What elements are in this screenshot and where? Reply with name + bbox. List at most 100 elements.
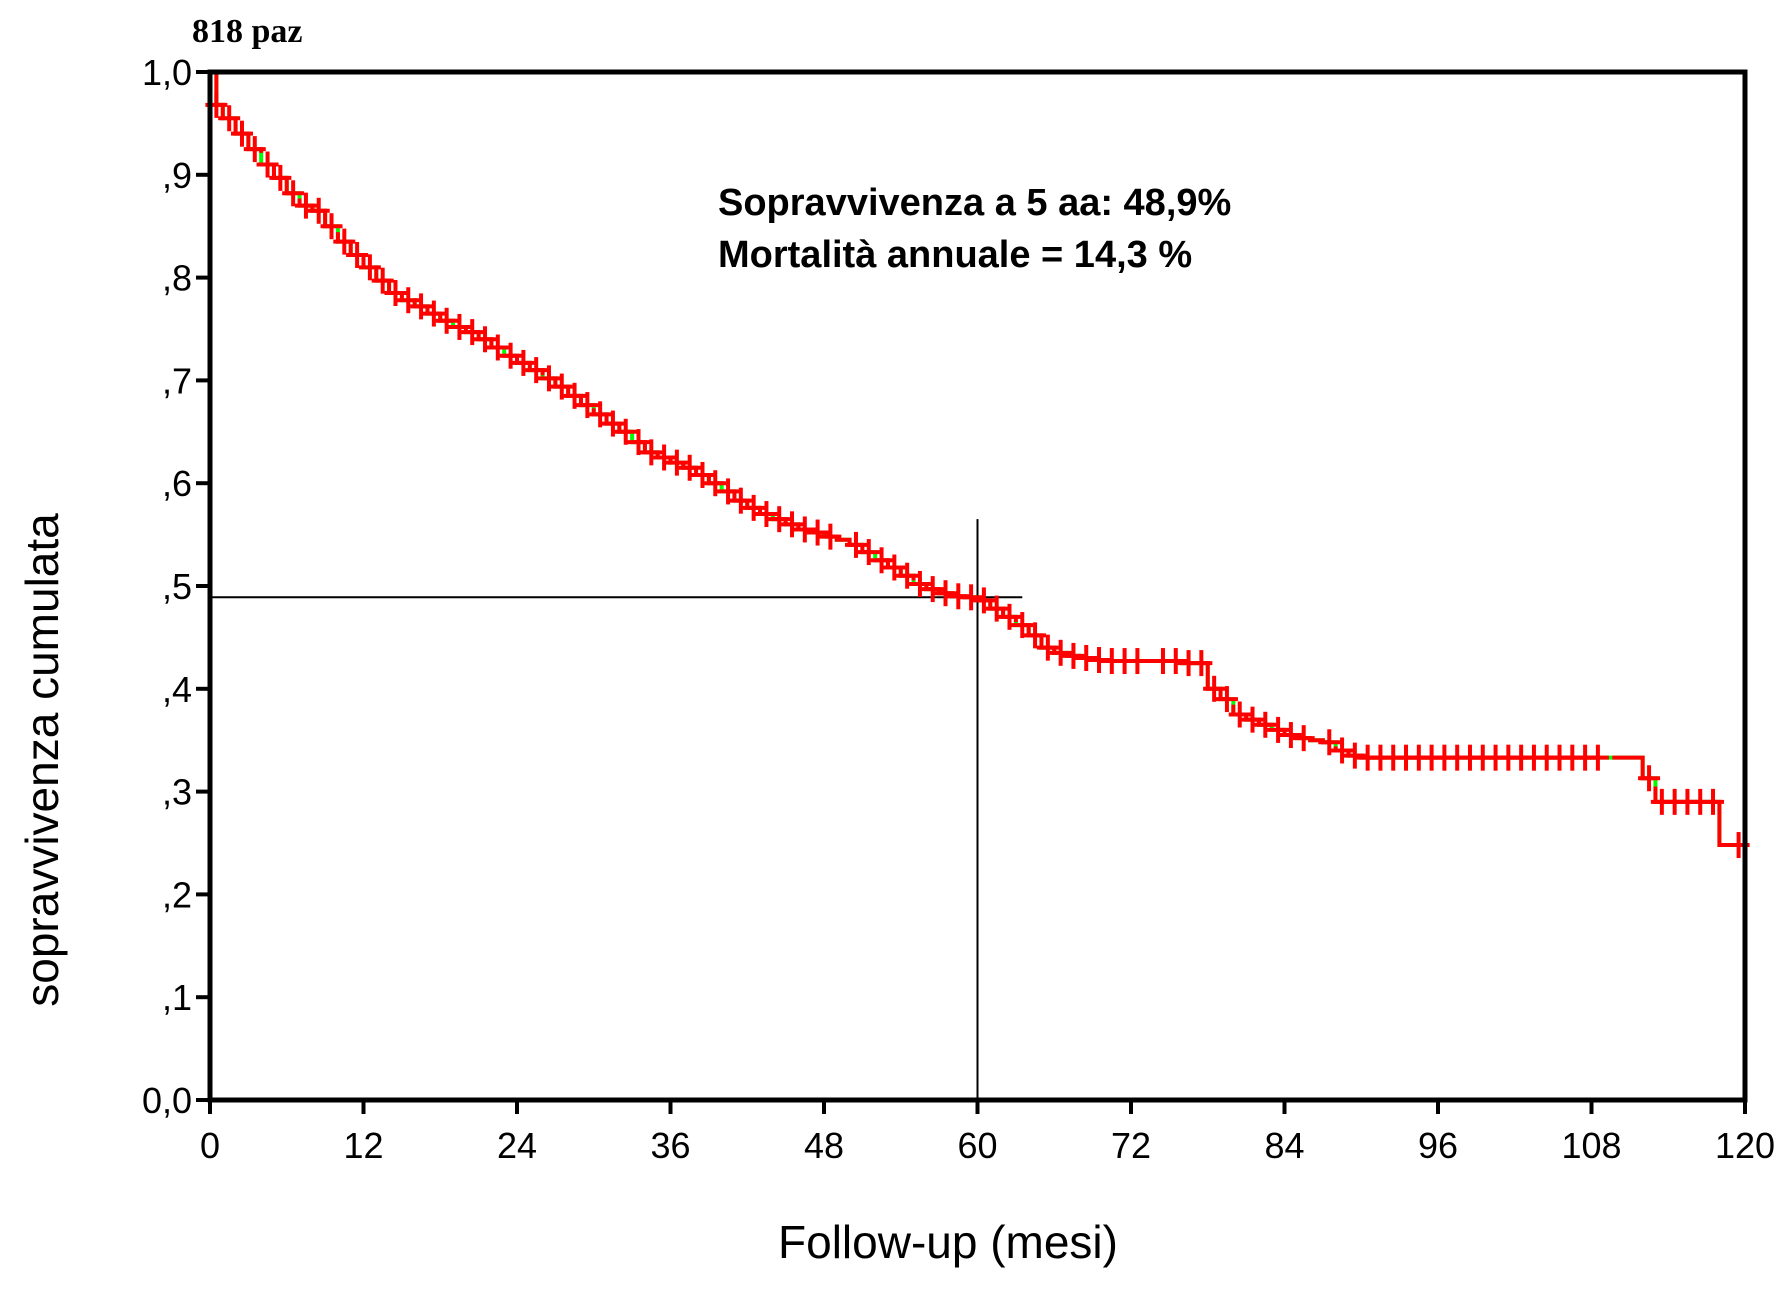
y-axis: 0,0 ,1 ,2 ,3 ,4 ,5 ,6 ,7 ,8 ,9 1,0 — [142, 52, 210, 1121]
censor-mark — [333, 228, 356, 255]
censor-mark — [537, 365, 560, 392]
censor-mark — [269, 164, 292, 191]
censor-mark — [793, 516, 816, 543]
censor-mark — [998, 603, 1021, 630]
censor-mark — [563, 382, 586, 409]
censor-mark — [972, 587, 995, 614]
y-tick-label: ,9 — [162, 155, 192, 196]
censor-mark — [358, 254, 381, 281]
x-tick-label: 120 — [1715, 1125, 1775, 1166]
censor-mark — [243, 136, 266, 163]
censor-mark — [742, 494, 765, 521]
censor-mark — [704, 470, 727, 497]
x-tick-label: 108 — [1561, 1125, 1621, 1166]
censor-mark — [499, 342, 522, 369]
censor-mark — [921, 576, 944, 603]
censor-mark — [857, 539, 880, 566]
censor-mark — [320, 213, 343, 240]
y-tick-label: ,6 — [162, 463, 192, 504]
censor-mark — [1036, 634, 1059, 661]
censor-mark — [1267, 716, 1290, 743]
censor-marks — [205, 91, 1750, 859]
censor-mark — [1586, 744, 1609, 771]
censor-mark — [1702, 788, 1725, 815]
censor-mark — [601, 410, 624, 437]
censor-mark — [346, 241, 369, 268]
censor-mark — [397, 287, 420, 314]
censor-mark — [1254, 711, 1277, 738]
x-axis: 0 12 24 36 48 60 72 84 96 108 120 — [200, 1100, 1775, 1166]
x-tick-label: 72 — [1111, 1125, 1151, 1166]
censor-mark — [896, 562, 919, 589]
censor-mark — [371, 267, 394, 294]
censor-mark — [806, 519, 829, 546]
x-tick-label: 0 — [200, 1125, 220, 1166]
censor-mark — [230, 120, 253, 147]
y-tick-label: ,1 — [162, 977, 192, 1018]
x-tick-label: 36 — [650, 1125, 690, 1166]
censor-mark — [576, 392, 599, 419]
x-tick-label: 84 — [1264, 1125, 1304, 1166]
censor-mark — [844, 531, 867, 558]
censor-mark — [614, 418, 637, 445]
censor-mark — [1318, 729, 1341, 756]
censor-mark — [678, 454, 701, 481]
x-tick-label: 60 — [957, 1125, 997, 1166]
censor-mark — [1638, 765, 1661, 792]
censor-mark — [985, 595, 1008, 622]
censor-mark — [653, 444, 676, 471]
censor-mark — [550, 373, 573, 400]
censor-mark — [665, 449, 688, 476]
censor-mark — [384, 280, 407, 307]
censor-mark — [768, 506, 791, 533]
censor-mark — [435, 307, 458, 334]
x-tick-label: 12 — [343, 1125, 383, 1166]
censor-mark — [729, 487, 752, 514]
y-tick-label: ,2 — [162, 874, 192, 915]
y-tick-label: 1,0 — [142, 52, 192, 93]
censor-mark — [1343, 742, 1366, 769]
y-tick-label: ,5 — [162, 566, 192, 607]
censor-mark — [691, 461, 714, 488]
x-axis-title: Follow-up (mesi) — [778, 1216, 1118, 1268]
censor-mark — [448, 313, 471, 340]
censor-mark — [883, 554, 906, 581]
y-axis-title: sopravvivenza cumulata — [16, 513, 68, 1007]
censor-mark — [307, 197, 330, 224]
censor-mark — [1279, 722, 1302, 749]
x-tick-label: 48 — [804, 1125, 844, 1166]
censor-mark — [1292, 725, 1315, 752]
censor-mark — [512, 349, 535, 376]
censor-mark — [474, 326, 497, 353]
censor-mark — [1203, 675, 1226, 702]
y-tick-label: ,4 — [162, 669, 192, 710]
reference-lines — [210, 519, 1023, 1100]
censor-mark — [627, 429, 650, 456]
x-tick-label: 24 — [497, 1125, 537, 1166]
censor-mark — [410, 293, 433, 320]
censor-mark — [908, 570, 931, 597]
censor-mark — [282, 180, 305, 207]
censor-mark — [1228, 701, 1251, 728]
censor-mark — [755, 501, 778, 528]
censor-mark — [717, 478, 740, 505]
y-tick-label: ,7 — [162, 360, 192, 401]
censor-mark — [870, 547, 893, 574]
y-tick-label: ,3 — [162, 772, 192, 813]
annotation-mortality: Mortalità annuale = 14,3 % — [718, 234, 1192, 276]
censor-mark — [1024, 622, 1047, 649]
censor-mark — [1126, 648, 1149, 675]
y-tick-label: ,8 — [162, 258, 192, 299]
censor-mark — [1331, 737, 1354, 764]
corner-label: 818 paz — [192, 13, 303, 50]
censor-mark — [1164, 648, 1187, 675]
censor-mark — [1075, 644, 1098, 671]
censor-mark — [1062, 642, 1085, 669]
censor-mark — [294, 192, 317, 219]
censor-mark — [1215, 686, 1238, 713]
censor-mark — [486, 334, 509, 361]
censor-mark — [461, 319, 484, 346]
censor-mark — [589, 401, 612, 428]
censor-mark — [934, 580, 957, 607]
